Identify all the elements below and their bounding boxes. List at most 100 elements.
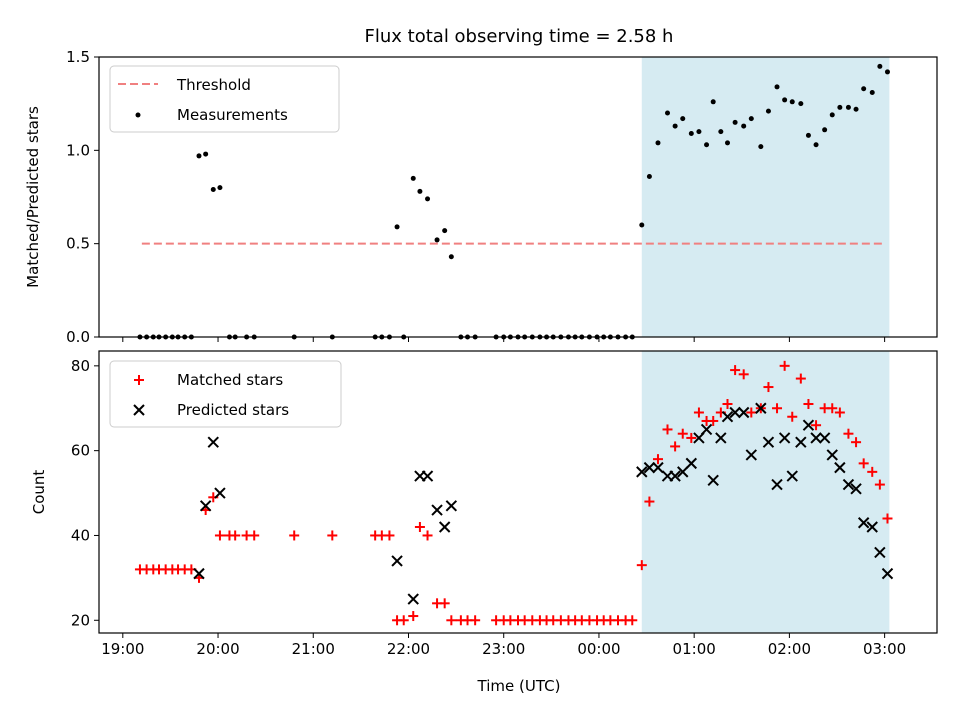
predicted-star-point-b — [677, 466, 689, 478]
legend-measurements-label: Measurements — [177, 106, 288, 124]
matched-star-point — [843, 428, 854, 439]
matched-star-point — [422, 530, 433, 541]
predicted-star-point-b — [700, 423, 713, 436]
matched-star-point — [874, 479, 885, 490]
measurement-point — [884, 69, 890, 75]
predicted-star-point — [652, 461, 664, 474]
predicted-star-point-b — [834, 461, 846, 474]
measurement-point — [417, 188, 423, 194]
measurement-point — [789, 99, 795, 105]
predicted-star-point-b — [778, 432, 791, 444]
predicted-star-point — [866, 521, 878, 533]
predicted-star-point — [669, 470, 681, 482]
predicted-star-point-b — [431, 504, 443, 516]
predicted-star-point-b — [421, 470, 434, 482]
bottom-y-tick-label: 20 — [71, 611, 90, 629]
bottom-x-tick-label: 21:00 — [292, 640, 335, 658]
predicted-star-point-b — [391, 555, 403, 567]
measurement-point — [196, 153, 202, 159]
bottom-x-tick-label: 19:00 — [101, 640, 144, 658]
matched-star-point — [670, 441, 681, 452]
bottom-x-tick-label: 01:00 — [673, 640, 716, 658]
predicted-star-point — [407, 593, 419, 605]
legend-matched-swatch — [134, 375, 144, 385]
matched-star-point — [677, 428, 688, 439]
predicted-star-point-b — [866, 521, 878, 533]
bottom-shaded-region — [641, 351, 890, 633]
predicted-star-point — [826, 449, 838, 461]
bottom-x-tick-label: 20:00 — [196, 640, 239, 658]
matched-stars-points — [134, 360, 893, 626]
bottom-x-tick-label: 02:00 — [768, 640, 811, 658]
measurement-point — [853, 106, 859, 112]
predicted-star-point — [677, 466, 689, 478]
top-shaded-region — [641, 57, 890, 337]
matched-star-point — [858, 458, 869, 469]
predicted-star-point-b — [755, 402, 767, 414]
predicted-star-point — [818, 432, 831, 444]
measurement-point — [758, 144, 764, 150]
predicted-star-point-b — [857, 517, 870, 529]
legend-predicted-swatch — [133, 404, 145, 416]
legend-measurements-swatch — [135, 112, 141, 118]
matched-star-point — [627, 615, 638, 626]
measurement-point — [732, 119, 738, 125]
predicted-star-point-b — [685, 457, 698, 470]
predicted-star-point — [199, 500, 212, 512]
measurement-point — [639, 222, 645, 228]
bottom-panel: 20 40 60 80 19:00 20:00 21:00 22:00 23:00 00:00 0… — [30, 350, 938, 695]
predicted-star-point — [193, 567, 205, 580]
measurement-point — [829, 112, 835, 118]
measurement-point — [837, 104, 843, 110]
matched-star-point — [327, 530, 338, 541]
matched-star-point — [289, 530, 300, 541]
bottom-y-tick-label: 80 — [71, 357, 90, 375]
chart-title: Flux total observing time = 2.58 h — [365, 26, 674, 47]
matched-star-point — [722, 399, 733, 410]
matched-star-point — [686, 432, 697, 443]
legend-x-marker-b — [133, 404, 145, 416]
predicted-star-point-b — [652, 461, 664, 474]
predicted-star-point-b — [771, 478, 783, 491]
matched-star-point — [693, 407, 704, 418]
matched-star-point — [834, 407, 845, 418]
top-legend-box — [109, 65, 340, 133]
matched-star-point — [644, 496, 655, 507]
measurement-point — [782, 97, 788, 103]
predicted-star-point-b — [636, 466, 648, 478]
predicted-star-point — [795, 436, 807, 448]
top-axes-frame — [98, 56, 938, 338]
predicted-star-point — [834, 461, 846, 474]
top-y-tick-label: 0.0 — [66, 328, 90, 346]
measurement-point — [448, 254, 454, 260]
matched-star-point — [882, 513, 893, 524]
measurement-point — [704, 142, 710, 148]
predicted-star-point-b — [214, 487, 226, 499]
matched-star-point — [249, 530, 260, 541]
measurement-point — [425, 196, 431, 202]
bottom-x-tick-label: 03:00 — [863, 640, 906, 658]
predicted-star-point — [729, 406, 741, 419]
measurement-point — [646, 173, 652, 179]
measurement-point — [822, 127, 828, 133]
legend-plus-marker — [134, 375, 144, 385]
legend-matched-label: Matched stars — [177, 371, 283, 389]
measurement-point — [665, 110, 671, 116]
bottom-y-tick-label: 60 — [71, 442, 90, 460]
predicted-star-point-b — [407, 593, 419, 605]
matched-star-point — [851, 437, 862, 448]
matched-star-point — [384, 530, 395, 541]
matched-star-point — [867, 466, 878, 477]
x-axis-label: Time (UTC) — [477, 677, 561, 695]
bottom-y-axis-label: Count — [30, 470, 48, 515]
measurement-point — [710, 99, 716, 105]
predicted-star-point-b — [669, 470, 681, 482]
matched-star-point — [439, 598, 450, 609]
measurement-point — [869, 89, 875, 95]
bottom-legend: Matched stars Predicted stars — [109, 360, 342, 428]
measurement-point — [655, 140, 661, 146]
predicted-star-point — [421, 470, 434, 482]
predicted-star-point-b — [818, 432, 831, 444]
bottom-y-ticks: 20 40 60 80 — [71, 357, 99, 629]
